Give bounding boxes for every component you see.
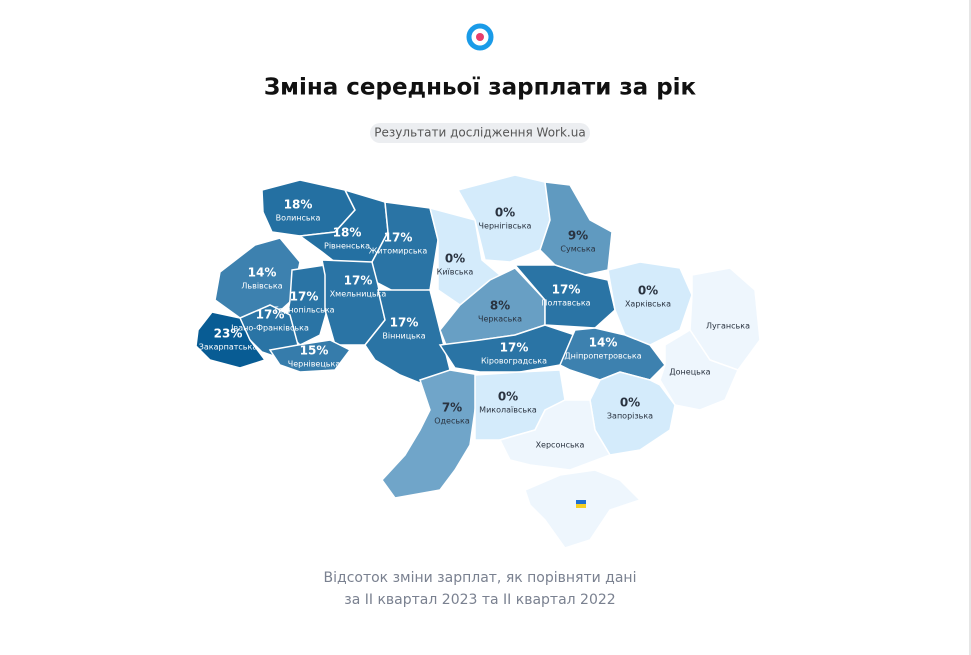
region-name: Дніпропетровська (564, 352, 641, 361)
region-value: 7% (442, 401, 462, 415)
region-name: Донецька (669, 368, 710, 377)
region-name: Тернопільська (272, 306, 334, 315)
badge: Результати дослідження Work.ua (374, 126, 585, 140)
region-value: 0% (498, 390, 518, 404)
region-value: 0% (620, 396, 640, 410)
footer-line: Відсоток зміни зарплат, як порівняти дан… (324, 570, 637, 586)
logo-dot (476, 33, 484, 41)
region-name: Чернівецька (288, 360, 341, 369)
region-value: 17% (500, 341, 529, 355)
region-name: Житомирська (369, 247, 428, 256)
footer-line: за II квартал 2023 та II квартал 2022 (344, 592, 615, 608)
badge-bg (370, 123, 590, 143)
region-value: 9% (568, 229, 588, 243)
region-name: Волинська (276, 214, 321, 223)
region-name: Чернігівська (479, 222, 532, 231)
region-name: Полтавська (541, 299, 590, 308)
region-name: Івано-Франківська (231, 324, 309, 333)
region-value: 17% (390, 316, 419, 330)
region-value: 17% (290, 290, 319, 304)
region (659, 328, 740, 411)
region-value: 17% (256, 308, 285, 322)
region-value: 0% (638, 284, 658, 298)
region-name: Рівненська (324, 242, 370, 251)
region-name: Київська (437, 268, 474, 277)
region-name: Одеська (434, 417, 470, 426)
map (195, 174, 761, 549)
region-name: Львівська (241, 282, 282, 291)
region-name: Закарпатська (199, 343, 258, 352)
region-value: 15% (300, 344, 329, 358)
region-value: 18% (333, 226, 362, 240)
region (539, 181, 613, 276)
region-value: 0% (445, 252, 465, 266)
region-name: Херсонська (536, 441, 585, 450)
region (498, 399, 612, 471)
region-value: 14% (589, 336, 618, 350)
flag (576, 504, 586, 508)
region (195, 311, 267, 369)
region-value: 8% (490, 299, 510, 313)
title: Зміна середньої зарплати за рік (264, 75, 697, 101)
region-name: Миколаївська (479, 406, 537, 415)
region-name: Харківська (625, 300, 671, 309)
region-name: Кіровоградська (481, 357, 547, 366)
flag (576, 500, 586, 504)
region-name: Луганська (706, 322, 750, 331)
region-name: Сумська (560, 245, 595, 254)
region (607, 261, 693, 346)
region-value: 23% (214, 327, 243, 341)
crimea (524, 469, 642, 549)
region (381, 369, 481, 499)
region-value: 17% (552, 283, 581, 297)
region-name: Хмельницька (330, 290, 387, 299)
region-name: Черкаська (478, 315, 522, 324)
region-value: 0% (495, 206, 515, 220)
region (364, 289, 451, 386)
region-value: 17% (344, 274, 373, 288)
region-name: Запорізька (607, 412, 653, 421)
region-name: Вінницька (382, 332, 425, 341)
region-value: 18% (284, 198, 313, 212)
region-value: 17% (384, 231, 413, 245)
logo (466, 23, 494, 51)
labels: 18% Волинська 18% Рівненська 17% Житомирська 1… (199, 198, 750, 450)
region (268, 339, 352, 373)
region-value: 14% (248, 266, 277, 280)
